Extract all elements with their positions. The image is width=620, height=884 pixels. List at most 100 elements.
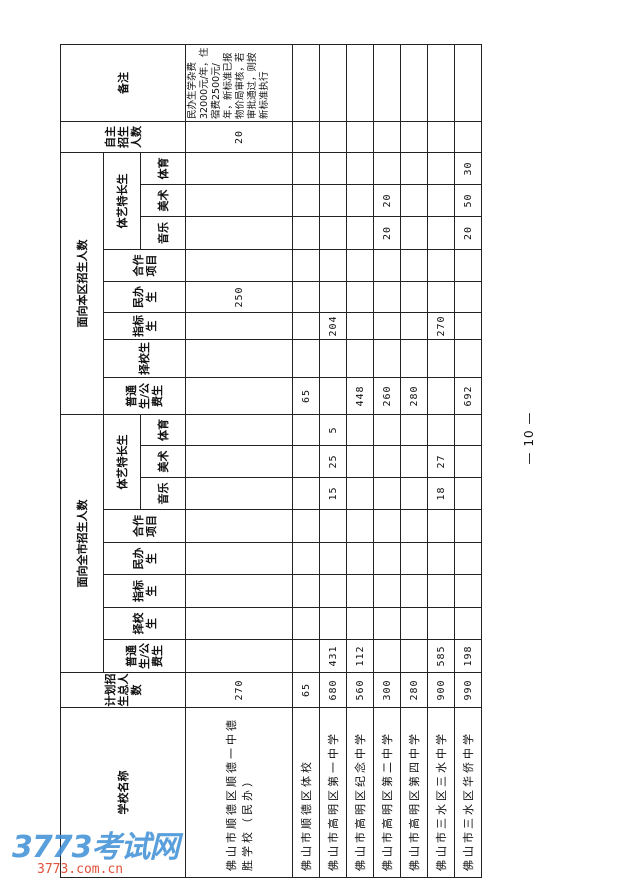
table-row: 佛山市顺德区顺德一中德胜学校（民办） 270 250 20 民办生学杂费32000元/年… xyxy=(185,44,293,878)
district-count-cell xyxy=(319,339,347,378)
table-row: 佛山市三水区华侨中学 990 198 692 20 50 30 xyxy=(454,44,482,878)
city-count-cell xyxy=(427,607,455,640)
city-count-cell xyxy=(373,477,401,510)
city-count-cell xyxy=(346,477,374,510)
district-count-cell xyxy=(454,339,482,378)
district-count-cell xyxy=(400,152,428,185)
city-count-cell xyxy=(373,509,401,543)
district-count-cell xyxy=(373,339,401,378)
city-count-cell xyxy=(185,509,293,543)
city-count-cell xyxy=(292,414,320,446)
remark-cell xyxy=(427,44,455,122)
autonomous-cell xyxy=(319,121,347,153)
city-count-cell xyxy=(373,414,401,446)
district-count-cell xyxy=(292,312,320,340)
district-count-cell xyxy=(292,281,320,313)
remark-cell xyxy=(400,44,428,122)
city-count-cell xyxy=(185,639,293,673)
city-count-cell xyxy=(346,542,374,575)
school-name-cell: 佛山市高明区第二中学 xyxy=(373,707,401,878)
plan-total-cell: 270 xyxy=(185,672,293,708)
city-count-cell xyxy=(400,574,428,608)
district-count-cell xyxy=(346,184,374,217)
header-city-group: 面向全市招生人数 xyxy=(60,414,104,673)
district-count-cell xyxy=(292,339,320,378)
district-count-cell xyxy=(346,312,374,340)
city-count-cell xyxy=(185,477,293,510)
city-count-cell xyxy=(454,445,482,478)
header-city-sports: 体育 xyxy=(140,414,186,446)
city-count-cell xyxy=(319,542,347,575)
district-count-cell xyxy=(319,249,347,282)
district-count-cell xyxy=(400,339,428,378)
city-count-cell xyxy=(454,542,482,575)
header-city-quota: 指标生 xyxy=(103,574,186,608)
header-district-quota: 指标生 xyxy=(103,312,186,340)
district-count-cell xyxy=(292,152,320,185)
header-district-regular: 普通生/公费生 xyxy=(103,377,186,415)
district-count-cell xyxy=(427,377,455,415)
city-count-cell xyxy=(454,509,482,543)
plan-total-cell: 900 xyxy=(427,672,455,708)
city-count-cell xyxy=(185,542,293,575)
header-city-music: 音乐 xyxy=(140,477,186,510)
city-count-cell xyxy=(185,574,293,608)
city-count-cell xyxy=(373,639,401,673)
school-name-cell: 佛山市三水区华侨中学 xyxy=(454,707,482,878)
header-district-arts-sports: 体艺特长生 xyxy=(103,152,141,250)
header-district-sports: 体育 xyxy=(140,152,186,185)
school-name-cell: 佛山市三水区三水中学 xyxy=(427,707,455,878)
city-count-cell xyxy=(427,574,455,608)
plan-total-cell: 300 xyxy=(373,672,401,708)
district-count-cell xyxy=(346,281,374,313)
table-row: 佛山市顺德区体校 65 65 xyxy=(292,44,320,878)
header-district-group: 面向本区招生人数 xyxy=(60,152,104,415)
autonomous-cell xyxy=(373,121,401,153)
district-count-cell xyxy=(292,249,320,282)
district-count-cell xyxy=(373,152,401,185)
district-count-cell xyxy=(319,216,347,250)
district-count-cell xyxy=(427,281,455,313)
watermark-url: 3773.com.cn xyxy=(37,862,124,877)
header-district-music: 音乐 xyxy=(140,216,186,250)
autonomous-cell xyxy=(400,121,428,153)
city-count-cell xyxy=(185,445,293,478)
city-count-cell: 112 xyxy=(346,639,374,673)
school-name-cell: 佛山市高明区第四中学 xyxy=(400,707,428,878)
rotated-page: 学校名称 计划招生总人数 面向全市招生人数 面向本区招生人数 自主招生人数 备注… xyxy=(60,44,560,878)
district-count-cell xyxy=(400,312,428,340)
watermark-logo-text: 3773考试网 xyxy=(12,830,179,865)
district-count-cell xyxy=(185,184,293,217)
city-count-cell xyxy=(185,607,293,640)
table-row: 佛山市高明区纪念中学 560 112 448 xyxy=(346,44,374,878)
city-count-cell xyxy=(292,542,320,575)
header-city-regular: 普通生/公费生 xyxy=(103,639,186,673)
district-count-cell xyxy=(185,339,293,378)
remark-cell xyxy=(373,44,401,122)
autonomous-cell xyxy=(292,121,320,153)
table-row: 佛山市高明区第四中学 280 280 xyxy=(400,44,428,878)
city-count-cell: 27 xyxy=(427,445,455,478)
district-count-cell: 20 xyxy=(373,216,401,250)
city-count-cell xyxy=(346,414,374,446)
district-count-cell xyxy=(427,249,455,282)
district-count-cell: 260 xyxy=(373,377,401,415)
district-count-cell: 30 xyxy=(454,152,482,185)
city-count-cell xyxy=(454,574,482,608)
remark-cell xyxy=(292,44,320,122)
district-count-cell xyxy=(373,281,401,313)
city-count-cell xyxy=(427,542,455,575)
city-count-cell xyxy=(373,445,401,478)
district-count-cell xyxy=(292,184,320,217)
remark-cell xyxy=(319,44,347,122)
district-count-cell xyxy=(400,249,428,282)
district-count-cell: 65 xyxy=(292,377,320,415)
city-count-cell xyxy=(292,574,320,608)
autonomous-cell: 20 xyxy=(185,121,293,153)
autonomous-cell xyxy=(427,121,455,153)
city-count-cell xyxy=(400,542,428,575)
district-count-cell xyxy=(400,184,428,217)
city-count-cell xyxy=(292,445,320,478)
watermark-logo: 3773考试网 3773.com.cn xyxy=(12,822,179,877)
district-count-cell xyxy=(454,281,482,313)
